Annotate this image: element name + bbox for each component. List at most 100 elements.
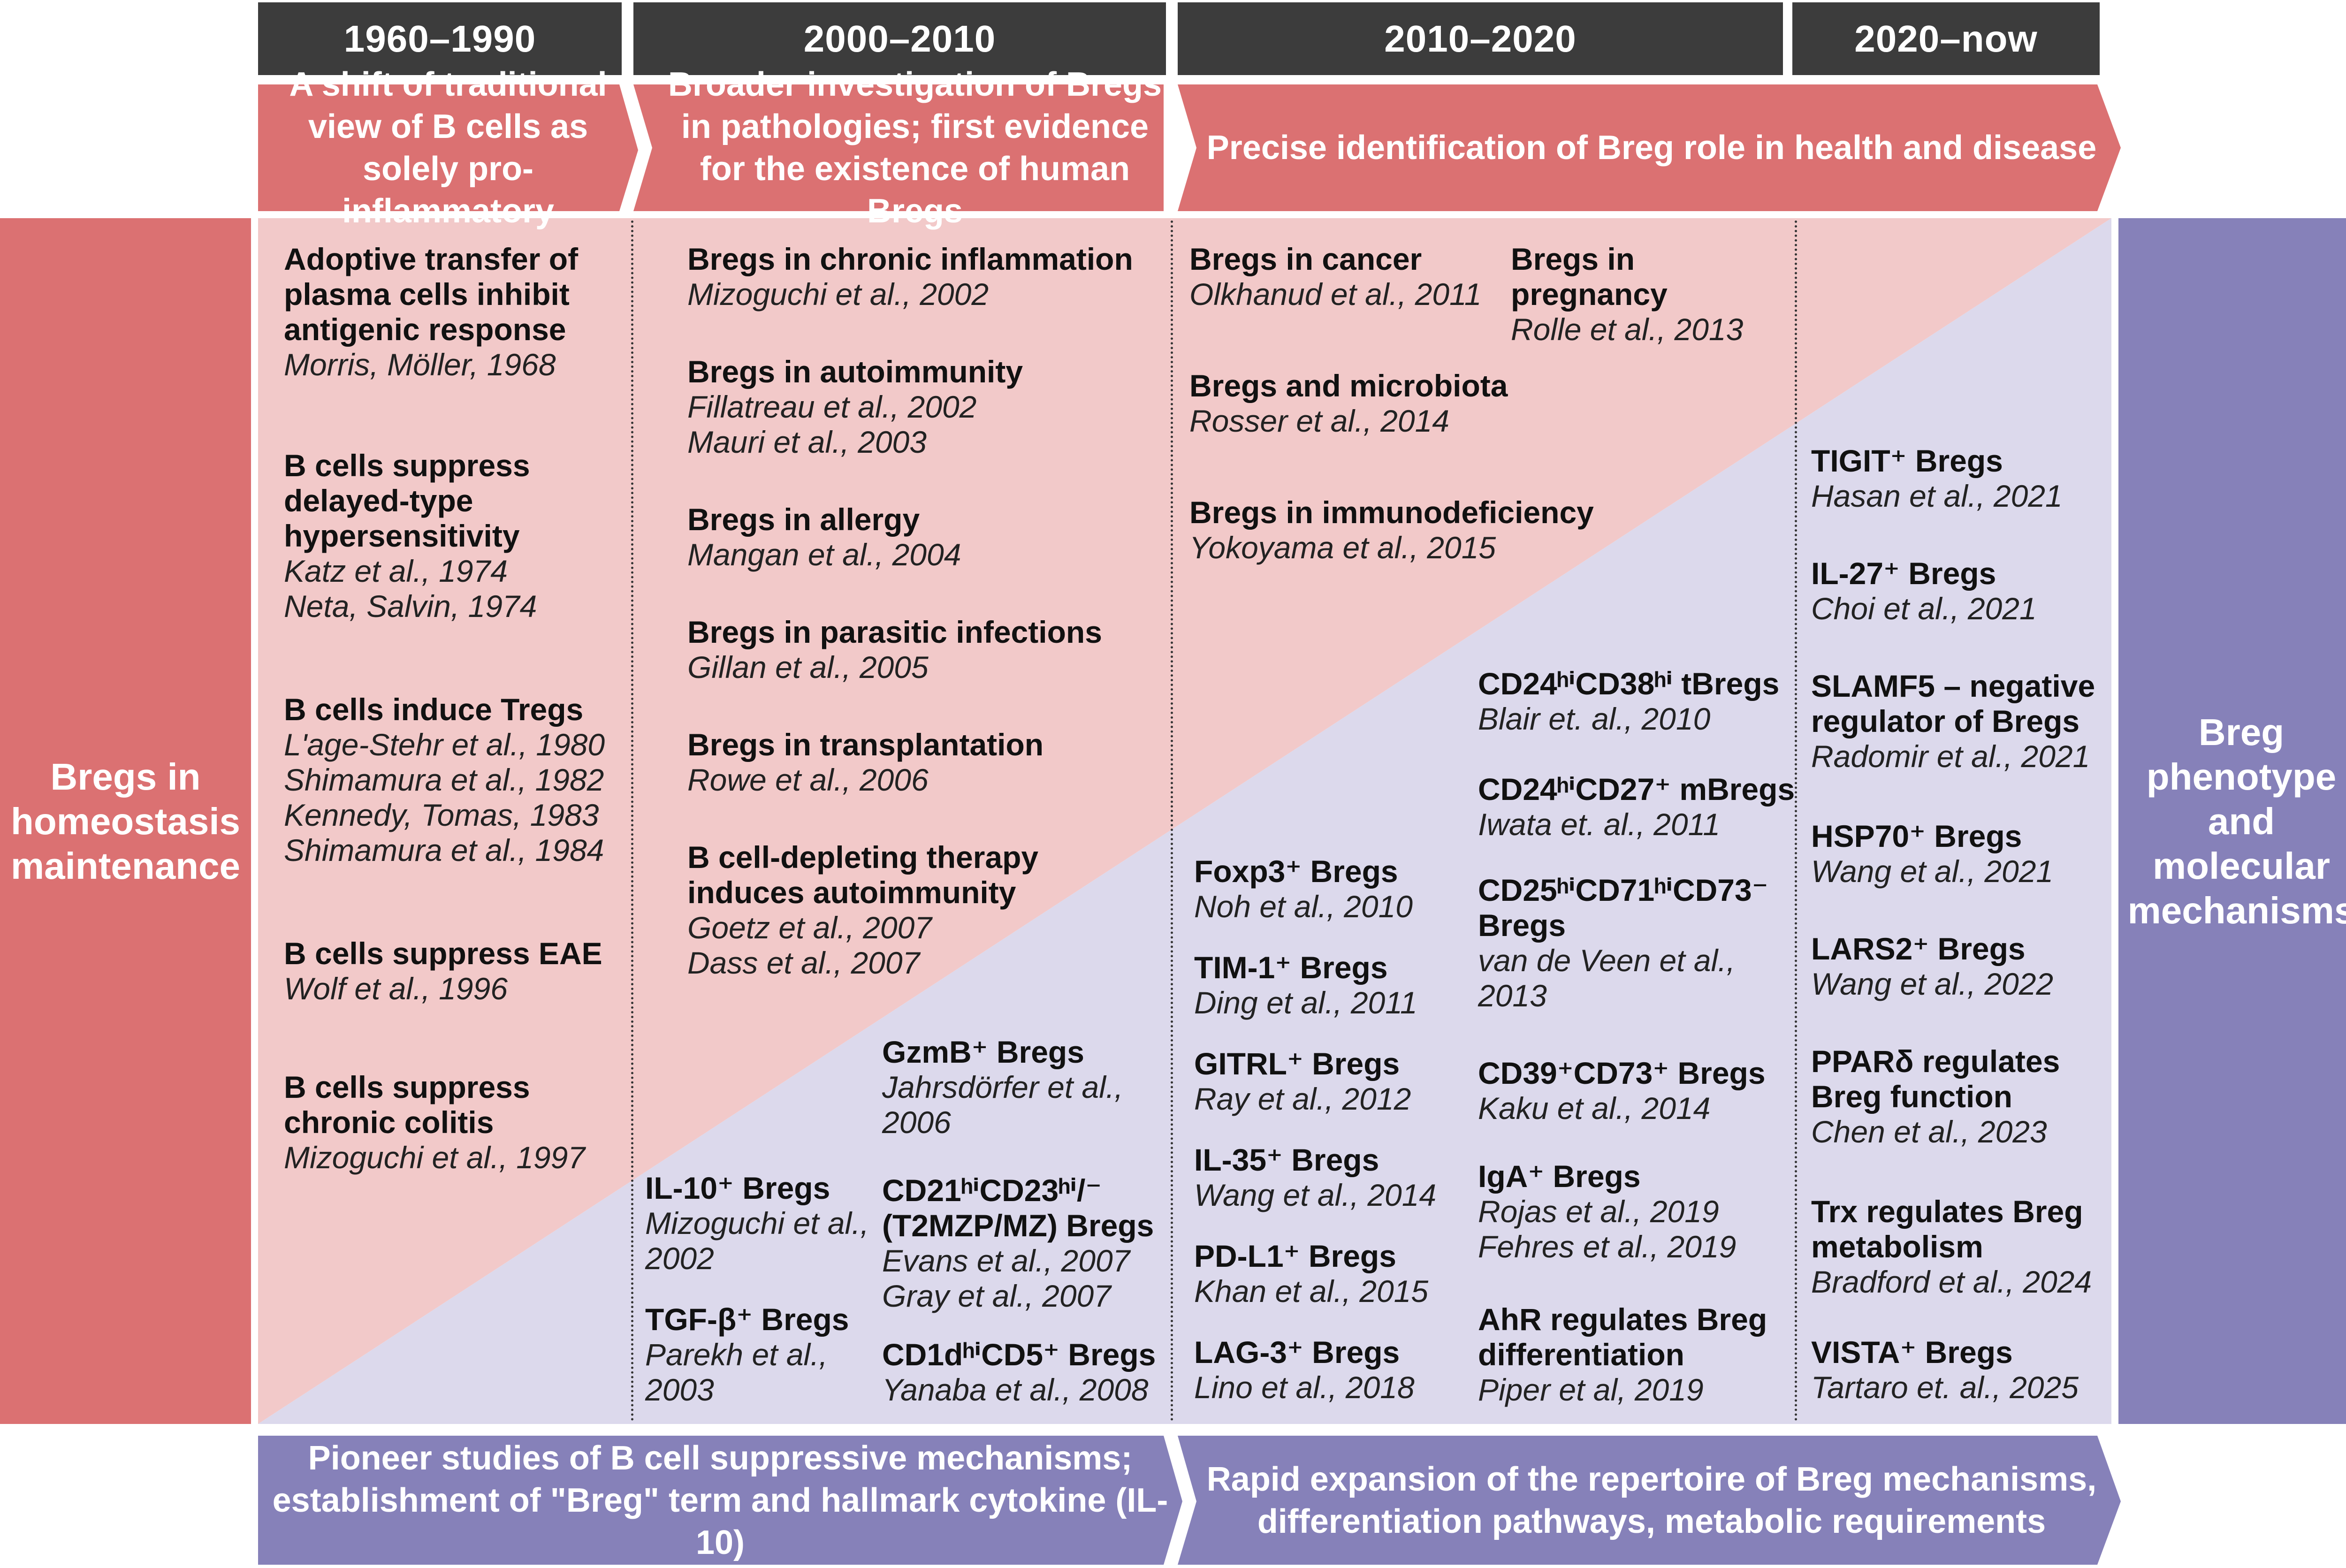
entry-title: GITRL⁺ Bregs	[1194, 1046, 1400, 1081]
entry-title: Bregs in pregnancy	[1511, 242, 1668, 312]
entry-title: VISTA⁺ Bregs	[1811, 1335, 2013, 1370]
entry-reference: Noh et al., 2010	[1194, 889, 1413, 924]
entry-reference: Wolf et al., 1996	[284, 971, 508, 1006]
entry-reference: Shimamura et al., 1984	[284, 833, 604, 868]
column-divider	[1795, 221, 1797, 1422]
entry-reference: Hasan et al., 2021	[1811, 479, 2063, 513]
entry-reference: L'age-Stehr et al., 1980	[284, 727, 605, 762]
timeline-entry: TIM-1⁺ Bregs Ding et al., 2011	[1194, 950, 1457, 1020]
timeline-entry: Bregs and microbiota Rosser et al., 2014	[1189, 368, 1640, 439]
timeline-entry: IL-10⁺ Bregs Mizoguchi et al., 2002	[645, 1171, 880, 1276]
column-divider	[1171, 221, 1173, 1422]
entry-title: HSP70⁺ Bregs	[1811, 819, 2022, 853]
entry-title: Bregs and microbiota	[1189, 368, 1508, 403]
entry-title: GzmB⁺ Bregs	[882, 1035, 1084, 1069]
timeline-entry: CD21ʰⁱCD23ʰⁱ/⁻ (T2MZP/MZ) Bregs Evans et …	[882, 1173, 1168, 1314]
entry-title: IL-35⁺ Bregs	[1194, 1142, 1379, 1177]
entry-reference: Rowe et al., 2006	[687, 762, 929, 797]
timeline-entry: LAG-3⁺ Bregs Lino et al., 2018	[1194, 1335, 1457, 1405]
entry-title: CD21ʰⁱCD23ʰⁱ/⁻ (T2MZP/MZ) Bregs	[882, 1173, 1154, 1243]
entry-title: B cells suppress chronic colitis	[284, 1070, 530, 1140]
entry-reference: Dass et al., 2007	[687, 945, 920, 980]
timeline-entry: SLAMF5 – negative regulator of Bregs Rado…	[1811, 669, 2107, 774]
top-band-2	[633, 84, 1164, 211]
entry-title: IL-27⁺ Bregs	[1811, 556, 1996, 591]
entry-title: Adoptive transfer of plasma cells inhibi…	[284, 242, 579, 347]
column-divider	[631, 221, 633, 1422]
entry-title: Bregs in allergy	[687, 502, 920, 537]
entry-title: CD24ʰⁱCD38ʰⁱ tBregs	[1478, 666, 1780, 701]
entry-reference: Olkhanud et al., 2011	[1189, 277, 1482, 312]
timeline-entry: B cells suppress EAE Wolf et al., 1996	[284, 936, 608, 1006]
entry-reference: Rolle et al., 2013	[1511, 312, 1744, 347]
timeline-entry: PPARδ regulates Breg function Chen et al.…	[1811, 1044, 2107, 1149]
timeline-entry: Bregs in parasitic infections Gillan et a…	[687, 615, 1138, 685]
entry-reference: Mizoguchi et al., 2002	[687, 277, 989, 312]
entry-title: PD-L1⁺ Bregs	[1194, 1239, 1396, 1273]
timeline-entry: Adoptive transfer of plasma cells inhibi…	[284, 242, 608, 382]
entry-title: IL-10⁺ Bregs	[645, 1171, 830, 1205]
entry-reference: Neta, Salvin, 1974	[284, 589, 537, 624]
entry-reference: Kennedy, Tomas, 1983	[284, 798, 599, 832]
entry-title: CD24ʰⁱCD27⁺ mBregs	[1478, 772, 1795, 807]
entry-reference: Khan et al., 2015	[1194, 1274, 1429, 1309]
timeline-entry: IL-35⁺ Bregs Wang et al., 2014	[1194, 1142, 1457, 1213]
timeline-entry: B cells suppress chronic colitis Mizoguch…	[284, 1070, 608, 1175]
timeline-entry: Bregs in autoimmunity Fillatreau et al., …	[687, 354, 1138, 460]
entry-reference: Ray et al., 2012	[1194, 1081, 1411, 1116]
entry-title: TIM-1⁺ Bregs	[1194, 950, 1388, 985]
entry-reference: Fehres et al., 2019	[1478, 1229, 1737, 1264]
entry-reference: Iwata et. al., 2011	[1478, 807, 1721, 842]
timeline-entry: CD24ʰⁱCD27⁺ mBregs Iwata et. al., 2011	[1478, 772, 1797, 842]
timeline-entry: PD-L1⁺ Bregs Khan et al., 2015	[1194, 1239, 1457, 1309]
timeline-entry: IL-27⁺ Bregs Choi et al., 2021	[1811, 556, 2107, 626]
entry-title: AhR regulates Breg differentiation	[1478, 1302, 1767, 1372]
bottom-band-2	[1178, 1436, 2121, 1565]
entry-reference: Evans et al., 2007	[882, 1243, 1130, 1278]
left-side-bar	[0, 218, 251, 1424]
timeline-entry: B cells induce Tregs L'age-Stehr et al., …	[284, 692, 622, 868]
entry-reference: Rojas et al., 2019	[1478, 1194, 1719, 1229]
top-band-1	[258, 84, 638, 211]
entry-title: SLAMF5 – negative regulator of Bregs	[1811, 669, 2095, 738]
entry-reference: Mizoguchi et al., 2002	[645, 1206, 869, 1276]
timeline-entry: Foxp3⁺ Bregs Noh et al., 2010	[1194, 854, 1457, 924]
entry-title: Bregs in chronic inflammation	[687, 242, 1133, 276]
entry-reference: Ding et al., 2011	[1194, 985, 1417, 1020]
timeline-entry: Trx regulates Breg metabolism Bradford et…	[1811, 1194, 2107, 1300]
timeline-entry: IgA⁺ Bregs Rojas et al., 2019 Fehres et al…	[1478, 1159, 1783, 1264]
timeline-entry: CD25ʰⁱCD71ʰⁱCD73⁻ Bregs van de Veen et al…	[1478, 873, 1768, 1013]
entry-reference: Piper et al, 2019	[1478, 1372, 1704, 1407]
header-2010-2020: 2010–2020	[1178, 2, 1783, 75]
entry-reference: Tartaro et. al., 2025	[1811, 1370, 2079, 1405]
entry-reference: Gray et al., 2007	[882, 1279, 1111, 1313]
entry-title: TIGIT⁺ Bregs	[1811, 443, 2003, 478]
top-band-3	[1178, 84, 2121, 211]
entry-title: CD39⁺CD73⁺ Bregs	[1478, 1056, 1766, 1090]
timeline-entry: GzmB⁺ Bregs Jahrsdörfer et al., 2006	[882, 1035, 1164, 1140]
timeline-entry: VISTA⁺ Bregs Tartaro et. al., 2025	[1811, 1335, 2107, 1405]
entry-reference: Gillan et al., 2005	[687, 650, 929, 685]
timeline-entry: HSP70⁺ Bregs Wang et al., 2021	[1811, 819, 2107, 889]
entry-title: B cells suppress EAE	[284, 936, 602, 971]
entry-title: CD1dʰⁱCD5⁺ Bregs	[882, 1337, 1156, 1372]
timeline-entry: B cell-depleting therapy induces autoimm…	[687, 840, 1138, 981]
entry-reference: Fillatreau et al., 2002	[687, 389, 977, 424]
top-band-text-2: Broader investigation of Bregs in pathol…	[668, 66, 1162, 230]
entry-reference: Choi et al., 2021	[1811, 591, 2037, 626]
timeline-entry: CD1dʰⁱCD5⁺ Bregs Yanaba et al., 2008	[882, 1337, 1168, 1408]
timeline-entry: CD39⁺CD73⁺ Bregs Kaku et al., 2014	[1478, 1056, 1783, 1126]
entry-title: CD25ʰⁱCD71ʰⁱCD73⁻ Bregs	[1478, 873, 1768, 943]
entry-reference: Parekh et al., 2003	[645, 1337, 828, 1407]
entry-reference: Morris, Möller, 1968	[284, 347, 556, 382]
bottom-band-text-2: Rapid expansion of the repertoire of Bre…	[1206, 1460, 2097, 1540]
entry-reference: Wang et al., 2021	[1811, 854, 2054, 889]
entry-reference: van de Veen et al., 2013	[1478, 943, 1735, 1013]
timeline-entry: B cells suppress delayed-type hypersensi…	[284, 448, 608, 624]
entry-title: Bregs in parasitic infections	[687, 615, 1102, 649]
entry-title: LARS2⁺ Bregs	[1811, 931, 2026, 966]
entry-reference: Rosser et al., 2014	[1189, 403, 1449, 438]
entry-reference: Lino et al., 2018	[1194, 1370, 1415, 1405]
entry-title: IgA⁺ Bregs	[1478, 1159, 1641, 1194]
